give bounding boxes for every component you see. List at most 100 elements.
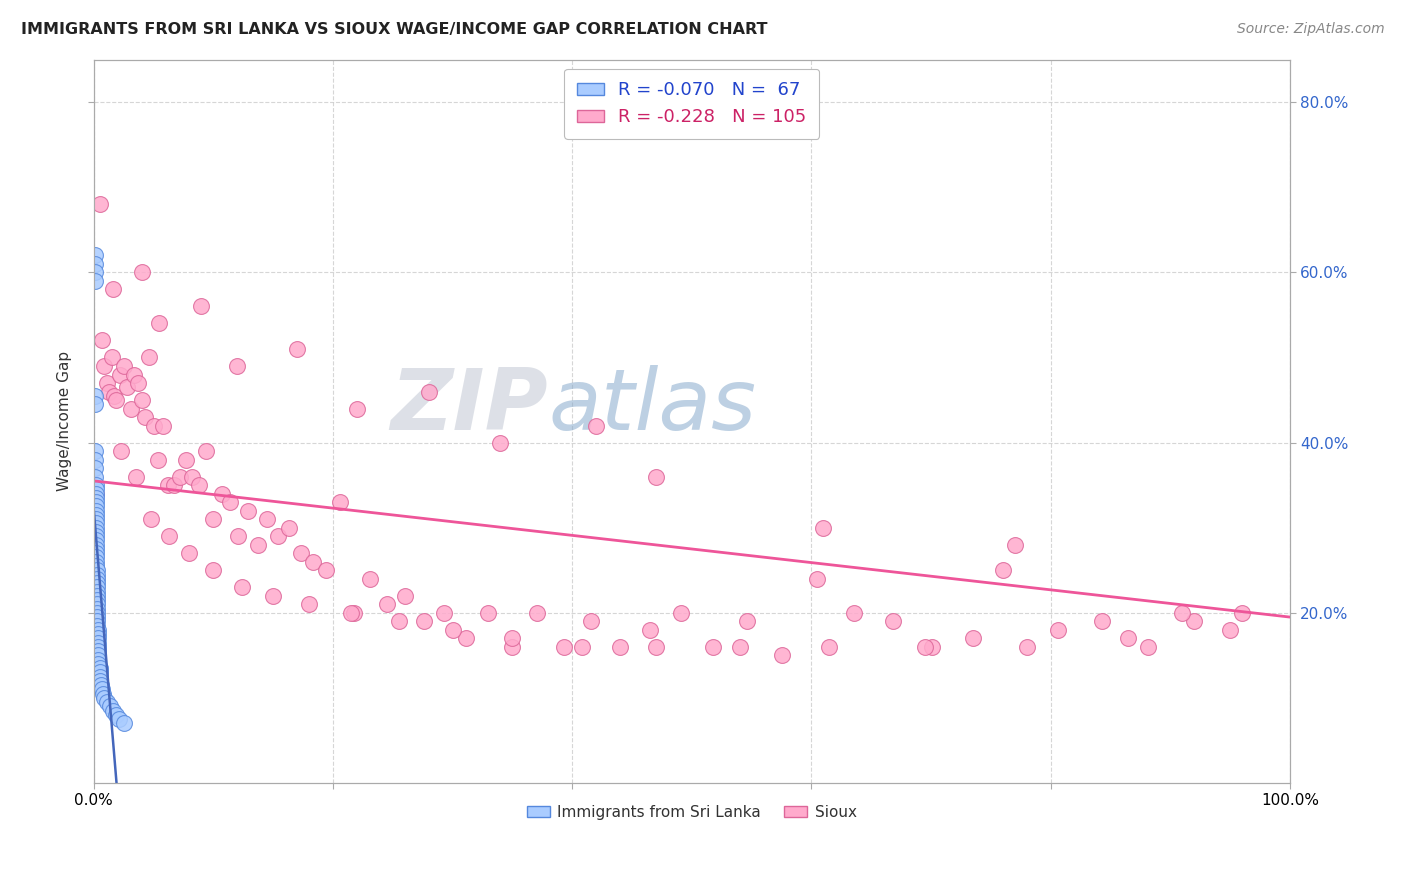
Point <box>454 632 477 646</box>
Point <box>86 601 108 615</box>
Text: atlas: atlas <box>548 366 756 449</box>
Point <box>226 359 249 373</box>
Point <box>86 618 108 632</box>
Point <box>84 486 107 500</box>
Point <box>645 469 668 483</box>
Point <box>262 589 284 603</box>
Point <box>91 334 114 348</box>
Point <box>394 589 416 603</box>
Point <box>290 546 312 560</box>
Point <box>86 610 108 624</box>
Point <box>412 615 434 629</box>
Point <box>86 615 108 629</box>
Point <box>84 508 107 522</box>
Point <box>329 495 352 509</box>
Point <box>806 572 828 586</box>
Point <box>844 606 866 620</box>
Point <box>91 682 114 697</box>
Point <box>84 533 107 548</box>
Point <box>609 640 631 654</box>
Point <box>180 469 202 483</box>
Point <box>1230 606 1253 620</box>
Text: Source: ZipAtlas.com: Source: ZipAtlas.com <box>1237 22 1385 37</box>
Point <box>87 632 110 646</box>
Point <box>87 623 110 637</box>
Point <box>87 635 110 649</box>
Point <box>105 392 128 407</box>
Point <box>501 640 523 654</box>
Point <box>83 469 105 483</box>
Point <box>501 632 523 646</box>
Point <box>553 640 575 654</box>
Point <box>343 606 366 620</box>
Point <box>115 380 138 394</box>
Point <box>86 567 108 582</box>
Point <box>84 500 107 514</box>
Point <box>914 640 936 654</box>
Point <box>86 580 108 594</box>
Point <box>103 389 125 403</box>
Point <box>89 665 111 680</box>
Point <box>179 546 201 560</box>
Point <box>340 606 363 620</box>
Point <box>138 351 160 365</box>
Point <box>112 359 135 373</box>
Point <box>101 704 124 718</box>
Point <box>770 648 793 663</box>
Point <box>735 615 758 629</box>
Text: ZIP: ZIP <box>391 366 548 449</box>
Text: IMMIGRANTS FROM SRI LANKA VS SIOUX WAGE/INCOME GAP CORRELATION CHART: IMMIGRANTS FROM SRI LANKA VS SIOUX WAGE/… <box>21 22 768 37</box>
Point <box>83 257 105 271</box>
Point <box>120 401 142 416</box>
Point <box>84 538 107 552</box>
Point <box>108 368 131 382</box>
Point <box>277 521 299 535</box>
Point <box>441 623 464 637</box>
Point <box>301 555 323 569</box>
Point <box>86 589 108 603</box>
Point <box>83 389 105 403</box>
Point <box>84 524 107 539</box>
Point <box>142 418 165 433</box>
Point <box>163 478 186 492</box>
Point <box>93 690 115 705</box>
Point <box>84 478 107 492</box>
Point <box>148 452 170 467</box>
Point <box>83 461 105 475</box>
Point <box>211 486 233 500</box>
Point <box>526 606 548 620</box>
Point <box>433 606 456 620</box>
Point <box>131 392 153 407</box>
Point <box>86 576 108 591</box>
Point <box>1004 538 1026 552</box>
Point <box>169 469 191 483</box>
Point <box>195 444 218 458</box>
Point <box>346 401 368 416</box>
Point <box>87 640 110 654</box>
Point <box>991 563 1014 577</box>
Point <box>1182 615 1205 629</box>
Point <box>84 550 107 565</box>
Point <box>84 512 107 526</box>
Point <box>84 521 107 535</box>
Point <box>267 529 290 543</box>
Point <box>813 521 835 535</box>
Point <box>84 486 107 500</box>
Point <box>702 640 724 654</box>
Point <box>669 606 692 620</box>
Point <box>86 593 108 607</box>
Point <box>174 452 197 467</box>
Point <box>188 478 211 492</box>
Point <box>84 555 107 569</box>
Point <box>91 687 114 701</box>
Point <box>86 597 108 611</box>
Point <box>83 274 105 288</box>
Point <box>89 197 111 211</box>
Point <box>98 384 121 399</box>
Point <box>921 640 943 654</box>
Point <box>89 670 111 684</box>
Point <box>89 673 111 688</box>
Point <box>638 623 661 637</box>
Point <box>315 563 337 577</box>
Point <box>96 376 118 390</box>
